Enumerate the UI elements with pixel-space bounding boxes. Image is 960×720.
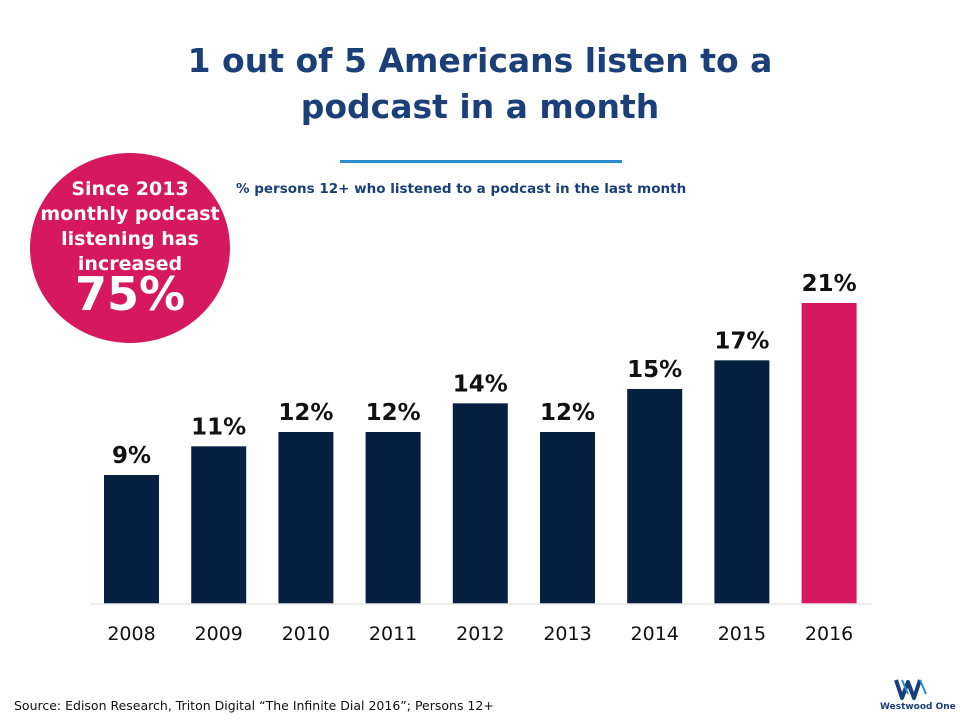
callout-line-3: listening has [61,228,199,250]
x-tick-2009: 2009 [195,623,243,645]
value-label-2016: 21% [802,271,857,297]
bar-2008 [104,475,159,604]
x-tick-2012: 2012 [456,623,504,645]
value-label-2014: 15% [627,357,682,383]
x-tick-labels-group: 2008 2009 2010 2011 2012 2013 2014 2015 2016 [107,623,853,645]
bar-2015 [714,360,770,604]
value-label-2011: 12% [366,400,421,426]
x-tick-2008: 2008 [107,623,155,645]
bars-group [104,303,857,604]
callout-value: 75% [74,267,186,321]
value-label-2012: 14% [453,371,508,397]
x-tick-2016: 2016 [805,623,853,645]
wave-logo-icon [894,679,927,700]
bar-2016 [801,303,857,604]
logo-text: Westwood One [880,702,956,712]
page-title: 1 out of 5 Americans listen to a podcast… [0,38,960,130]
x-tick-2013: 2013 [543,623,591,645]
bar-2011 [365,432,421,604]
value-labels-group: 9% 11% 12% 12% 14% 12% 15% 17% 21% [112,271,857,469]
value-label-2015: 17% [714,328,769,354]
callout-line-4: increased [77,253,183,275]
value-label-2008: 9% [112,443,151,469]
x-tick-2011: 2011 [369,623,417,645]
westwood-one-logo: Westwood One [880,676,956,716]
bar-2009 [191,446,247,604]
chart-subtitle: % persons 12+ who listened to a podcast … [236,181,687,197]
x-tick-2014: 2014 [631,623,679,645]
title-line-2: podcast in a month [300,87,660,126]
bar-2013 [540,432,595,604]
title-line-1: 1 out of 5 Americans listen to a [187,41,773,80]
callout-line-2: monthly podcast [40,203,220,225]
bar-2010 [278,432,334,604]
bar-2014 [627,389,683,604]
value-label-2013: 12% [540,400,595,426]
x-tick-2015: 2015 [718,623,766,645]
callout-line-1: Since 2013 [71,178,189,200]
source-note: Source: Edison Research, Triton Digital … [14,698,494,713]
x-tick-2010: 2010 [282,623,330,645]
bar-2012 [452,403,508,604]
callout-text: Since 2013 monthly podcast listening has… [30,177,230,277]
value-label-2009: 11% [191,414,246,440]
title-underline [340,160,622,163]
callout-circle: Since 2013 monthly podcast listening has… [30,153,230,343]
value-label-2010: 12% [278,400,333,426]
